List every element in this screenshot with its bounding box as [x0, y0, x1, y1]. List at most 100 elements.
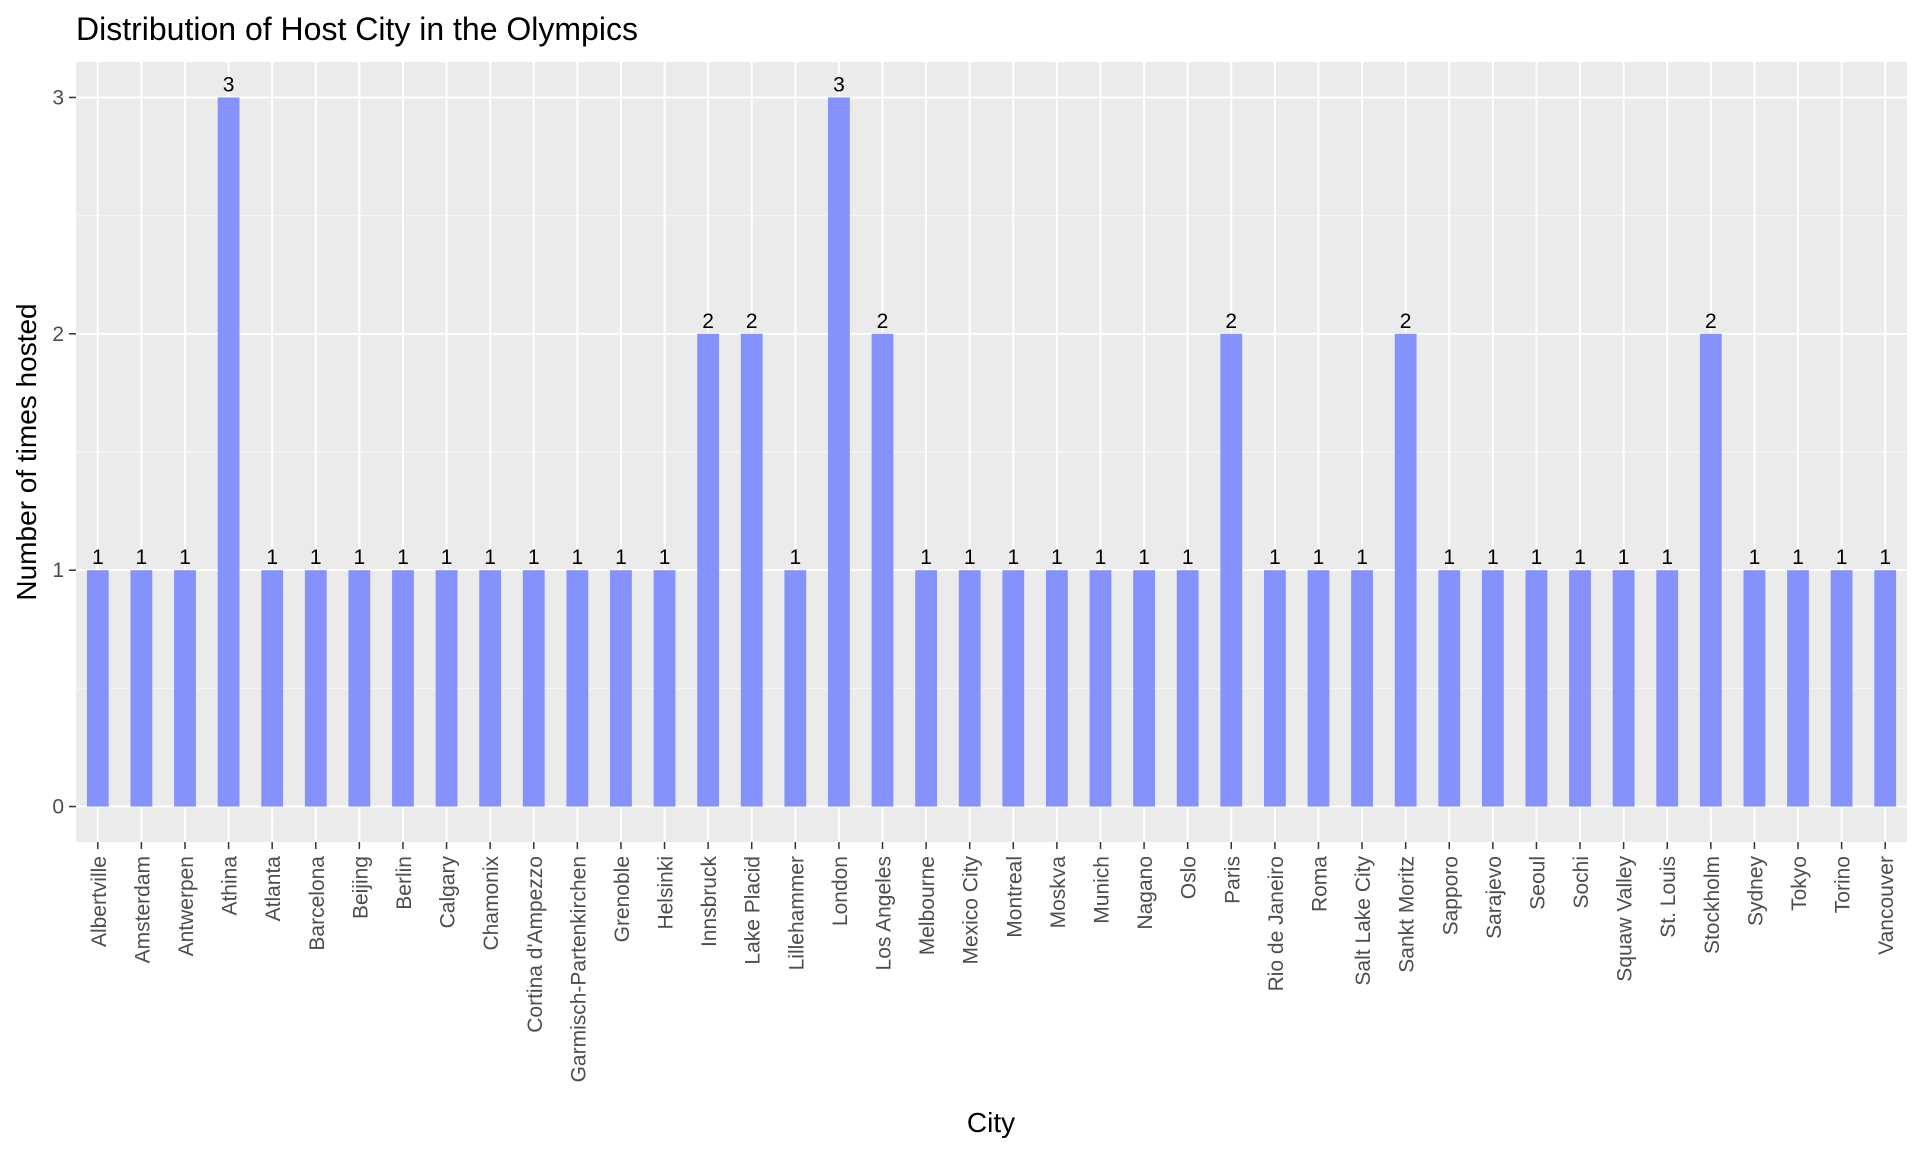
bar-mexico-city [958, 570, 981, 807]
bar-data-label: 1 [1749, 546, 1761, 569]
bar-data-label: 1 [528, 546, 540, 569]
bar-st-louis [1656, 570, 1679, 807]
bar-cortina-d-ampezzo [522, 570, 545, 807]
x-tick-label: Calgary [437, 856, 460, 929]
y-tick-label: 0 [52, 796, 64, 819]
bar-sankt-moritz [1394, 333, 1417, 807]
bar-data-label: 1 [1095, 546, 1107, 569]
bar-data-label: 1 [1138, 546, 1150, 569]
bar-albertville [86, 570, 109, 807]
x-tick-label: Squaw Valley [1614, 856, 1637, 982]
bar-data-label: 2 [1225, 310, 1237, 333]
bar-oslo [1176, 570, 1199, 807]
bar-data-label: 1 [266, 546, 278, 569]
bars-group [86, 97, 1897, 807]
bar-torino [1830, 570, 1853, 807]
x-tick-label: Albertville [88, 856, 111, 947]
bar-data-label: 1 [1487, 546, 1499, 569]
bar-data-label: 1 [1531, 546, 1543, 569]
bar-data-label: 1 [354, 546, 366, 569]
x-tick-label: Paris [1221, 856, 1244, 904]
bar-data-label: 1 [1443, 546, 1455, 569]
bar-data-label: 1 [484, 546, 496, 569]
bar-vancouver [1874, 570, 1897, 807]
bar-lake-placid [740, 333, 763, 807]
bar-data-label: 1 [1356, 546, 1368, 569]
bar-nagano [1133, 570, 1155, 807]
x-tick-label: Rio de Janeiro [1265, 856, 1288, 991]
bar-data-label: 1 [659, 546, 671, 569]
x-tick-label: Chamonix [480, 856, 503, 951]
bar-data-label: 3 [833, 73, 845, 96]
x-tick-label: Athina [219, 856, 242, 916]
bar-los-angeles [871, 333, 894, 807]
bar-data-label: 1 [1051, 546, 1063, 569]
x-tick-label: Mexico City [960, 856, 983, 965]
x-tick-label: Berlin [393, 856, 416, 910]
bar-chamonix [479, 570, 502, 807]
x-tick-label: Melbourne [916, 856, 939, 955]
bar-data-label: 1 [1182, 546, 1194, 569]
bar-moskva [1045, 570, 1068, 807]
bar-data-label: 1 [1836, 546, 1848, 569]
x-tick-label: Oslo [1178, 856, 1201, 899]
bar-data-label: 1 [1269, 546, 1281, 569]
bar-data-label: 1 [441, 546, 453, 569]
x-axis: Albertville Amsterdam Antwerpen Athina Atlan… [88, 842, 1898, 1082]
bar-data-label: 1 [1879, 546, 1891, 569]
x-tick-label: Sochi [1570, 856, 1593, 909]
bar-salt-lake-city [1351, 570, 1373, 807]
y-tick-label: 3 [52, 86, 64, 109]
bar-squaw-valley [1612, 570, 1635, 807]
bar-labels-group: 1 1 1 3 1 1 1 1 1 1 1 1 1 1 2 2 1 3 2 1 1 1 1 1 1 1 2 1 1 1 2 1 1 1 1 1 1 2 1 1… [92, 73, 1891, 569]
bar-amsterdam [130, 570, 153, 807]
bar-sydney [1743, 570, 1766, 807]
bar-data-label: 1 [1007, 546, 1019, 569]
x-tick-label: Amsterdam [131, 856, 154, 963]
bar-innsbruck [697, 333, 720, 807]
x-tick-label: Beijing [349, 856, 372, 919]
bar-data-label: 1 [615, 546, 627, 569]
bar-tokyo [1787, 570, 1809, 807]
bar-data-label: 1 [136, 546, 148, 569]
x-tick-label: Torino [1832, 856, 1855, 913]
bar-melbourne [915, 570, 938, 807]
x-tick-label: Tokyo [1788, 856, 1811, 911]
y-axis-title: Number of times hosted [11, 303, 42, 600]
bar-antwerpen [174, 570, 196, 807]
bar-helsinki [653, 570, 676, 807]
x-tick-label: Los Angeles [873, 856, 896, 970]
bar-seoul [1525, 570, 1548, 807]
bar-data-label: 2 [1705, 310, 1717, 333]
bar-data-label: 1 [964, 546, 976, 569]
x-tick-label: Roma [1308, 856, 1331, 912]
bar-rio-de-janeiro [1263, 570, 1286, 807]
bar-data-label: 1 [397, 546, 409, 569]
bar-london [828, 97, 850, 807]
bar-data-label: 2 [1400, 310, 1412, 333]
x-tick-label: Stockholm [1701, 856, 1724, 954]
bar-calgary [435, 570, 458, 807]
bar-sarajevo [1481, 570, 1504, 807]
chart-title: Distribution of Host City in the Olympic… [76, 11, 638, 47]
x-axis-title: City [967, 1107, 1015, 1138]
x-tick-label: Nagano [1134, 856, 1157, 930]
x-tick-label: Moskva [1047, 856, 1070, 929]
x-tick-label: Atlanta [262, 856, 285, 922]
bar-data-label: 1 [1661, 546, 1673, 569]
x-tick-label: Grenoble [611, 856, 634, 942]
y-tick-label: 1 [52, 559, 64, 582]
x-tick-label: Montreal [1003, 856, 1026, 938]
x-tick-label: Salt Lake City [1352, 856, 1375, 986]
bar-sochi [1569, 570, 1591, 807]
bar-sapporo [1438, 570, 1461, 807]
bar-barcelona [304, 570, 327, 807]
x-tick-label: Helsinki [655, 856, 678, 930]
bar-montreal [1002, 570, 1025, 807]
x-tick-label: Vancouver [1875, 856, 1898, 955]
bar-paris [1220, 333, 1243, 807]
x-tick-label: London [829, 856, 852, 926]
x-tick-label: Lillehammer [785, 856, 808, 970]
